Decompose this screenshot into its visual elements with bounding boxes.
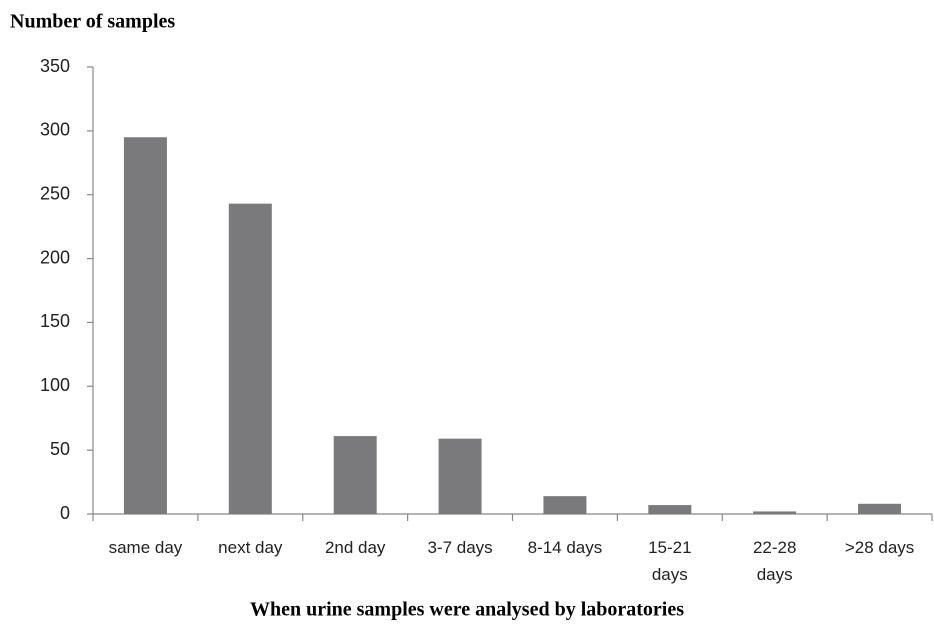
x-tick-label-box: same day [108, 538, 183, 557]
x-tick-label-box: >28 days [844, 538, 915, 557]
y-tick-label: 300 [40, 120, 70, 140]
y-tick-label: 50 [50, 439, 70, 459]
x-tick-label: 8-14 days [527, 538, 603, 557]
y-tick-label: 100 [40, 375, 70, 395]
bar [123, 137, 167, 514]
x-tick-label: next day [218, 538, 283, 557]
x-tick-label-box: next day [218, 538, 283, 557]
x-tick-label: 22-28 days [752, 538, 797, 584]
bar [438, 438, 482, 514]
x-tick-label: 15-21 days [648, 538, 692, 584]
x-tick-label: 2nd day [324, 538, 386, 557]
x-tick-label-box: 15-21 days [648, 538, 692, 584]
x-tick-label: 3-7 days [427, 538, 493, 557]
x-tick-label: same day [108, 538, 183, 557]
y-tick-label: 200 [40, 247, 70, 267]
y-tick-label: 250 [40, 183, 70, 203]
bar [648, 505, 692, 514]
bar [228, 203, 272, 514]
x-tick-label-box: 2nd day [324, 538, 386, 557]
x-tick-label-box: 8-14 days [527, 538, 603, 557]
y-tick-label: 350 [40, 56, 70, 76]
x-axis-label: When urine samples were analysed by labo… [250, 599, 684, 621]
bar [753, 511, 797, 514]
bar [858, 503, 902, 514]
x-tick-label: >28 days [844, 538, 915, 557]
bar [333, 436, 377, 514]
x-tick-label-box: 3-7 days [427, 538, 493, 557]
chart-title: Number of samples [10, 11, 175, 33]
y-tick-label: 0 [60, 503, 70, 523]
y-tick-label: 150 [40, 311, 70, 331]
x-tick-label-box: 22-28 days [752, 538, 797, 584]
bar [543, 496, 587, 514]
